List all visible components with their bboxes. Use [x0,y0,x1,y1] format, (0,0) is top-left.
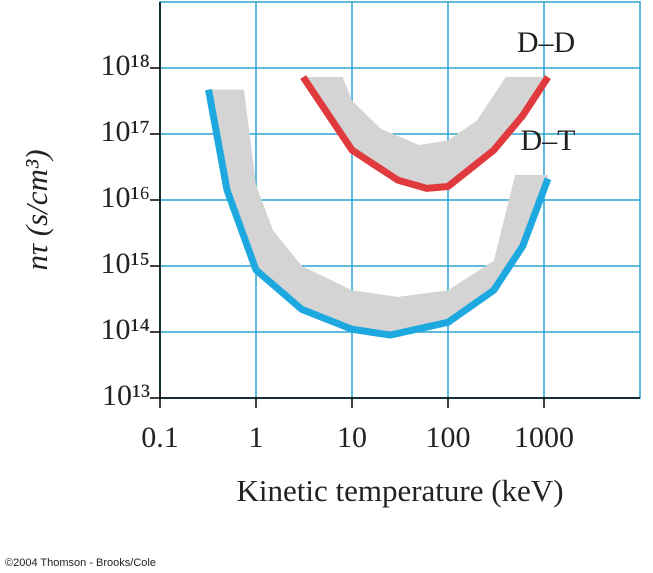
y-tick-label: 10¹⁷ [101,115,150,148]
curve [205,89,552,339]
y-tick-label: 10¹⁸ [101,49,150,82]
y-tick-label: 10¹⁴ [101,313,150,346]
y-axis-label: nτ (s/cm³) [19,149,54,270]
footer: ©2004 Thomson - Brooks/Cole [5,557,156,569]
x-tick-label: 10 [337,421,367,454]
x-tick-label: 1000 [514,421,574,454]
x-tick-label: 100 [426,421,471,454]
x-axis-label: Kinetic temperature (keV) [236,473,563,508]
y-tick-label: 10¹³ [102,379,150,412]
x-tick-label: 1 [249,421,264,454]
x-tick-label: 0.1 [141,421,179,454]
curve-label: D–D [517,26,575,59]
curve-label: D–T [520,124,575,157]
curve [300,75,551,192]
y-tick-label: 10¹⁶ [101,181,150,214]
band [208,89,548,336]
band [303,77,548,189]
y-tick-label: 10¹⁵ [101,247,150,280]
axes: 10¹³ 10¹⁴ 10¹⁵ 10¹⁶ 10¹⁷ 10¹⁸ 0.1 1 10 100 1000 [101,2,640,454]
